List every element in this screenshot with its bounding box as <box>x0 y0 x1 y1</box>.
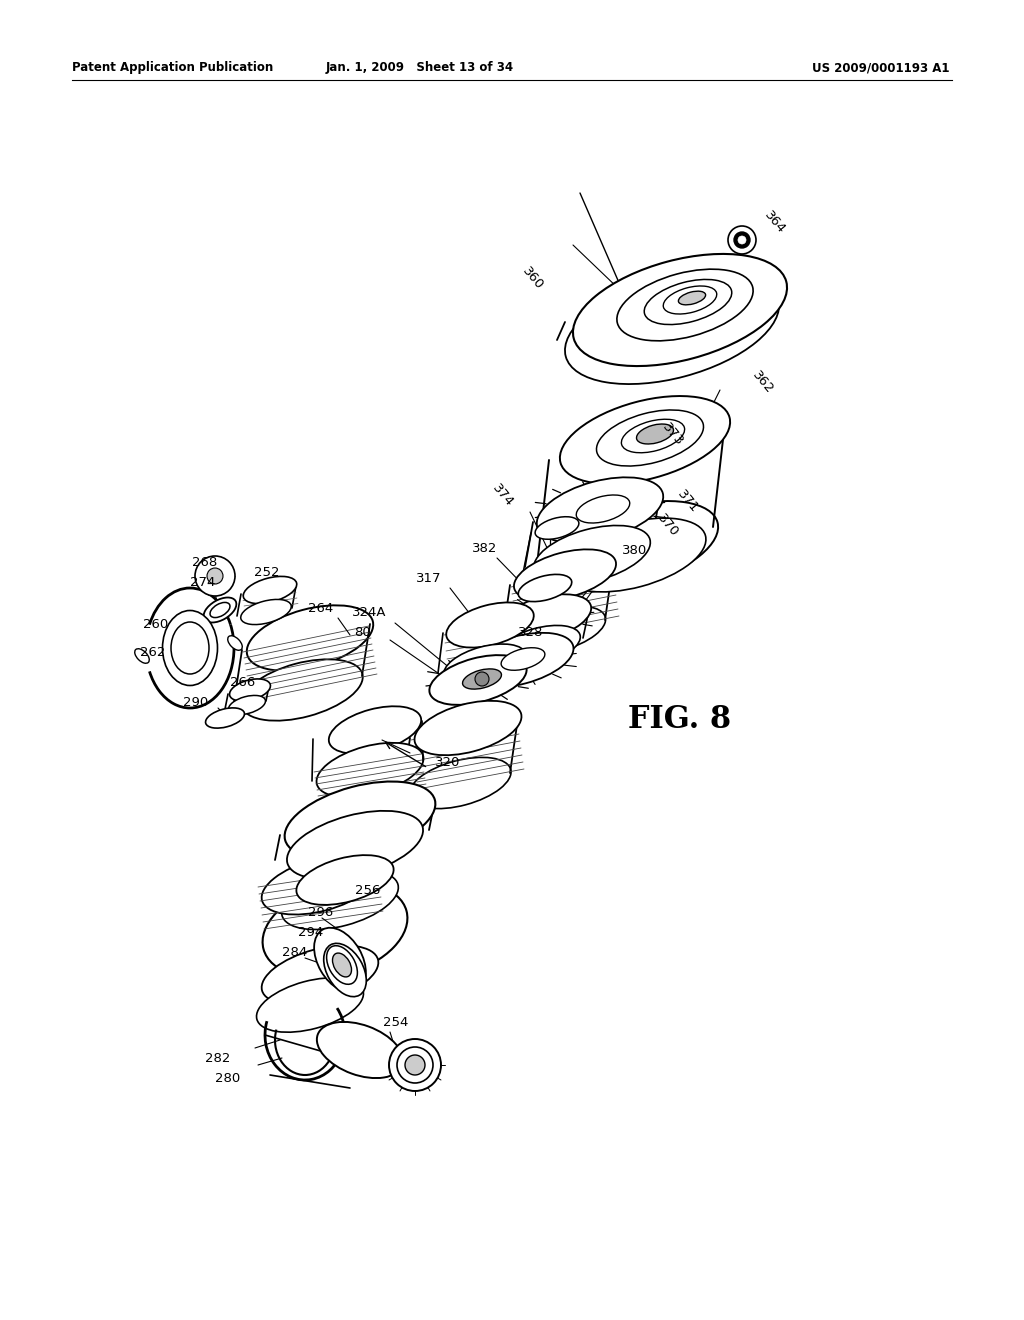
Ellipse shape <box>324 944 367 997</box>
Text: 262: 262 <box>140 645 165 659</box>
Ellipse shape <box>644 280 732 325</box>
Ellipse shape <box>467 632 573 688</box>
Ellipse shape <box>329 706 421 754</box>
Ellipse shape <box>257 978 364 1032</box>
Text: 360: 360 <box>520 264 546 292</box>
Ellipse shape <box>314 928 366 993</box>
Ellipse shape <box>242 659 362 721</box>
Ellipse shape <box>244 577 297 603</box>
Circle shape <box>207 568 223 583</box>
Ellipse shape <box>210 602 230 618</box>
Ellipse shape <box>518 574 571 602</box>
Ellipse shape <box>229 678 270 701</box>
Ellipse shape <box>327 945 357 985</box>
Ellipse shape <box>241 599 291 624</box>
Ellipse shape <box>135 648 150 663</box>
Text: 256: 256 <box>355 883 380 896</box>
Ellipse shape <box>316 743 424 797</box>
Ellipse shape <box>664 286 717 314</box>
Text: 362: 362 <box>750 368 776 396</box>
Text: 268: 268 <box>193 557 217 569</box>
Text: 80: 80 <box>354 626 371 639</box>
Circle shape <box>728 226 756 253</box>
Ellipse shape <box>499 594 591 642</box>
Ellipse shape <box>285 781 435 858</box>
Ellipse shape <box>397 1047 433 1082</box>
Ellipse shape <box>560 517 706 591</box>
Text: 296: 296 <box>308 906 333 919</box>
Circle shape <box>475 672 489 686</box>
Text: 320: 320 <box>435 756 461 770</box>
Ellipse shape <box>406 1055 425 1074</box>
Circle shape <box>738 236 746 244</box>
Ellipse shape <box>333 953 351 977</box>
Ellipse shape <box>206 708 245 729</box>
Ellipse shape <box>227 636 243 651</box>
Ellipse shape <box>296 855 393 906</box>
Ellipse shape <box>537 478 664 543</box>
Ellipse shape <box>637 424 674 444</box>
Ellipse shape <box>287 810 423 879</box>
Text: 328: 328 <box>518 626 544 639</box>
Text: 284: 284 <box>282 945 307 958</box>
Text: 260: 260 <box>143 619 168 631</box>
Text: 364: 364 <box>762 209 788 236</box>
Ellipse shape <box>316 1022 403 1078</box>
Circle shape <box>195 556 234 597</box>
Text: 254: 254 <box>383 1015 409 1028</box>
Ellipse shape <box>534 525 650 585</box>
Text: 371: 371 <box>675 488 701 516</box>
Ellipse shape <box>616 269 753 341</box>
Ellipse shape <box>389 1039 441 1092</box>
Ellipse shape <box>443 644 526 686</box>
Ellipse shape <box>498 626 581 667</box>
Ellipse shape <box>548 502 718 589</box>
Ellipse shape <box>163 610 217 685</box>
Text: 324A: 324A <box>352 606 386 619</box>
Ellipse shape <box>501 648 545 671</box>
Text: 264: 264 <box>308 602 333 615</box>
Ellipse shape <box>415 701 521 755</box>
Ellipse shape <box>577 495 630 523</box>
Text: 290: 290 <box>183 697 208 710</box>
Text: US 2009/0001193 A1: US 2009/0001193 A1 <box>812 62 950 74</box>
Circle shape <box>734 232 750 248</box>
Ellipse shape <box>204 598 237 623</box>
Ellipse shape <box>446 602 534 648</box>
Ellipse shape <box>560 396 730 484</box>
Ellipse shape <box>678 292 706 305</box>
Ellipse shape <box>536 516 579 540</box>
Ellipse shape <box>514 549 616 601</box>
Text: 282: 282 <box>205 1052 230 1064</box>
Text: 317: 317 <box>416 572 441 585</box>
Text: Patent Application Publication: Patent Application Publication <box>72 62 273 74</box>
Ellipse shape <box>247 606 373 671</box>
Ellipse shape <box>171 622 209 675</box>
Ellipse shape <box>565 272 779 384</box>
Ellipse shape <box>463 669 502 689</box>
Text: 274: 274 <box>190 577 215 590</box>
Ellipse shape <box>622 420 685 453</box>
Text: 266: 266 <box>230 676 255 689</box>
Ellipse shape <box>282 870 398 929</box>
Ellipse shape <box>573 253 787 366</box>
Ellipse shape <box>508 606 605 655</box>
Text: 370: 370 <box>655 511 681 539</box>
Ellipse shape <box>409 758 511 809</box>
Text: 294: 294 <box>298 925 324 939</box>
Text: 252: 252 <box>254 565 280 578</box>
Text: 373: 373 <box>660 421 686 449</box>
Text: 280: 280 <box>215 1072 241 1085</box>
Text: FIG. 8: FIG. 8 <box>629 705 731 735</box>
Text: Jan. 1, 2009   Sheet 13 of 34: Jan. 1, 2009 Sheet 13 of 34 <box>326 62 514 74</box>
Ellipse shape <box>429 655 526 705</box>
Ellipse shape <box>262 945 378 1005</box>
Ellipse shape <box>262 855 378 915</box>
Ellipse shape <box>228 696 265 714</box>
Ellipse shape <box>597 411 703 466</box>
Text: 380: 380 <box>622 544 647 557</box>
Text: 382: 382 <box>472 541 498 554</box>
Ellipse shape <box>262 883 408 978</box>
Text: 374: 374 <box>490 480 516 510</box>
